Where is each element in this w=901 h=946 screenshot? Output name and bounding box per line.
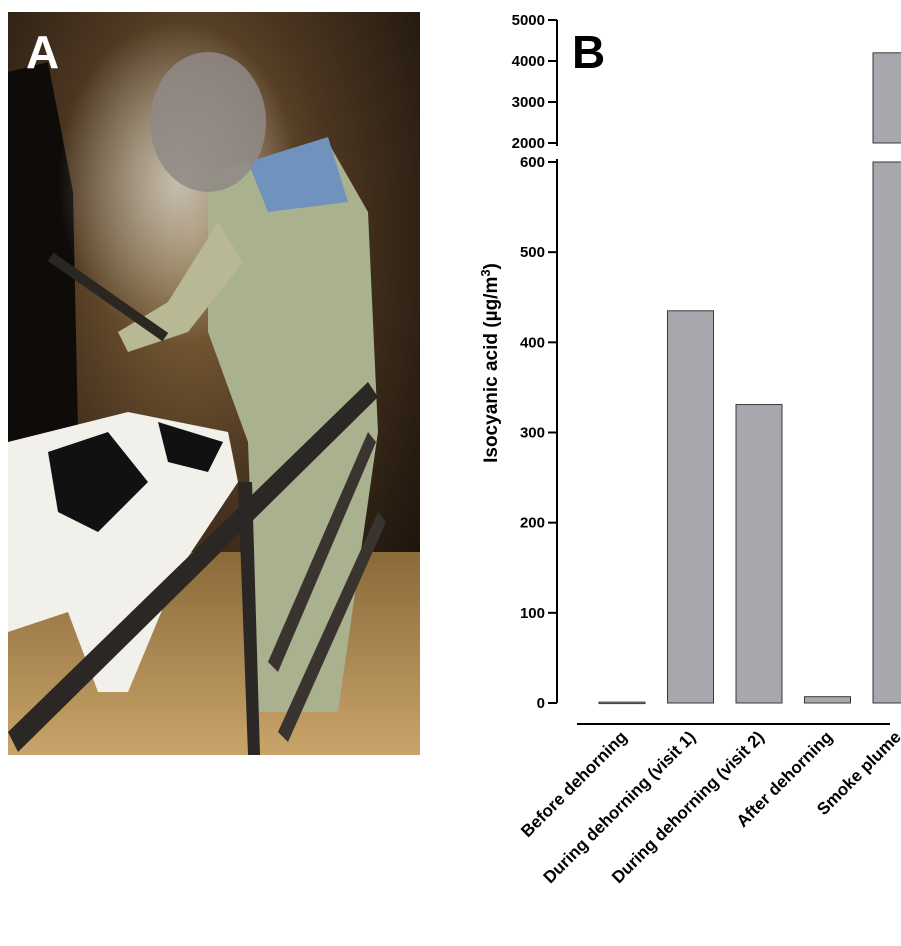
y-tick-label: 3000	[512, 94, 545, 111]
panel-label-b: B	[572, 26, 605, 78]
y-axis-title-main: Isocyanic acid (µg/m	[481, 277, 502, 463]
metal-rail-2	[238, 482, 260, 755]
y-tick-label: 0	[537, 695, 545, 712]
tick-labels: 0 100 200 300 400 500 600 2000 3000 4000 5000	[512, 12, 545, 712]
dehorning-iron	[47, 252, 169, 342]
bar	[735, 404, 783, 704]
worker-shoulder	[248, 137, 348, 212]
metal-rail-1	[8, 382, 378, 752]
svg-text:Isocyanic acid (µg/m3): Isocyanic acid (µg/m3)	[478, 263, 502, 463]
y-tick-label: 300	[520, 425, 545, 442]
bar-lower-part	[872, 161, 901, 704]
y-axis-title-superscript: 3	[478, 269, 493, 276]
worker-arm	[118, 222, 243, 352]
y-tick-label: 500	[520, 244, 545, 261]
worker-body	[208, 142, 378, 712]
y-tick-label: 200	[520, 515, 545, 532]
y-tick-label: 4000	[512, 53, 545, 70]
axes	[548, 19, 890, 725]
bar-upper-part	[872, 52, 901, 144]
face-shield-icon	[150, 52, 266, 192]
y-axis-title-close: )	[481, 263, 502, 269]
dehorning-photo	[8, 12, 420, 755]
y-tick-label: 5000	[512, 12, 545, 29]
bars	[598, 52, 901, 705]
y-axis-title: Isocyanic acid (µg/m3)	[478, 263, 502, 463]
y-tick-label: 100	[520, 605, 545, 622]
calf-patches	[48, 422, 223, 532]
y-tick-label: 2000	[512, 135, 545, 152]
bar	[667, 310, 714, 704]
bar	[598, 701, 646, 705]
y-tick-label: 400	[520, 334, 545, 351]
y-tick-label: 600	[520, 154, 545, 171]
panel-label-a: A	[26, 26, 59, 78]
bar	[804, 696, 851, 704]
